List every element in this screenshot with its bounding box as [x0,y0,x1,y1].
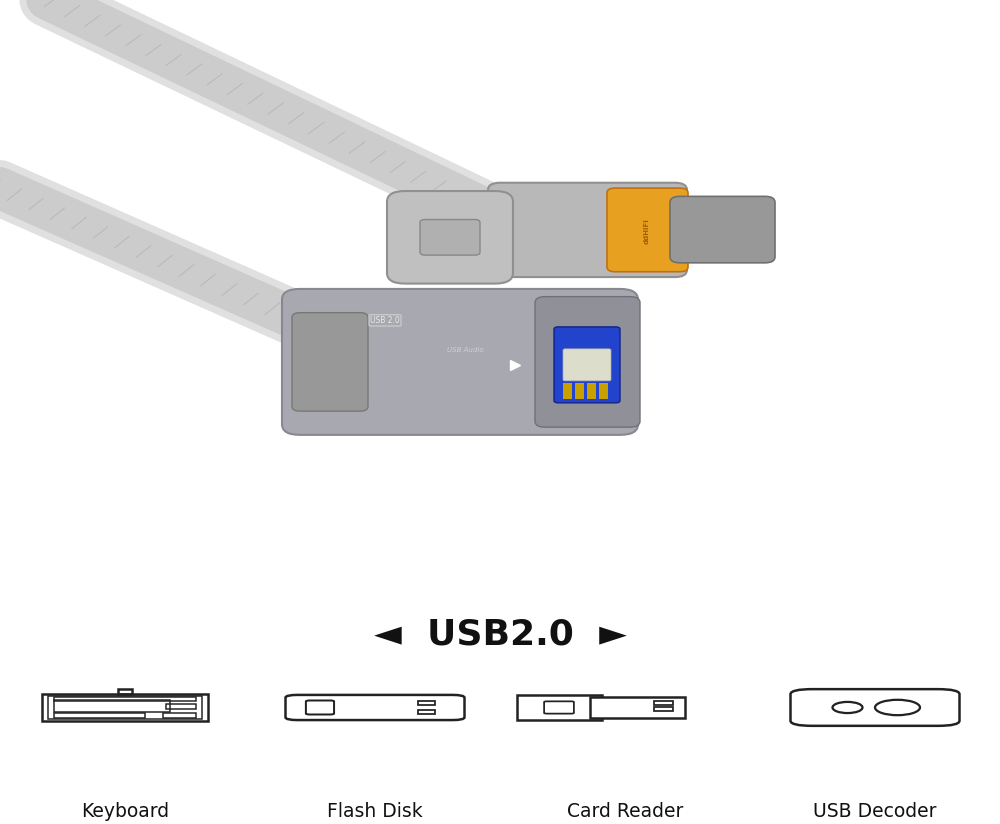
Bar [563,382,572,400]
Text: Flash Disk: Flash Disk [327,802,423,821]
Bar [654,707,673,711]
FancyBboxPatch shape [670,196,775,263]
FancyBboxPatch shape [292,312,368,411]
Bar [54,713,145,718]
Bar [587,382,596,400]
Bar [575,382,584,400]
Bar [48,695,202,719]
Bar [418,701,435,705]
Bar [599,382,608,400]
Text: USB 2.0: USB 2.0 [370,316,400,325]
Text: ddHiFi: ddHiFi [644,218,650,244]
Bar [42,694,208,721]
Bar [118,690,132,694]
Bar [590,697,684,718]
Bar [54,700,170,712]
Bar [166,704,196,709]
FancyBboxPatch shape [554,327,620,403]
FancyBboxPatch shape [420,219,480,255]
FancyBboxPatch shape [563,349,611,381]
Text: ◄  USB2.0  ►: ◄ USB2.0 ► [374,618,626,652]
Bar [654,701,673,705]
Text: USB Decoder: USB Decoder [813,802,937,821]
Bar [162,713,196,718]
Text: USB Audio: USB Audio [447,347,483,353]
Bar [418,709,435,714]
FancyBboxPatch shape [535,297,640,427]
Bar [517,695,602,719]
FancyBboxPatch shape [488,183,687,277]
Text: Card Reader: Card Reader [567,802,683,821]
FancyBboxPatch shape [282,289,638,435]
Text: Keyboard: Keyboard [81,802,169,821]
FancyBboxPatch shape [387,191,513,283]
FancyBboxPatch shape [607,188,688,272]
Bar [54,697,196,700]
